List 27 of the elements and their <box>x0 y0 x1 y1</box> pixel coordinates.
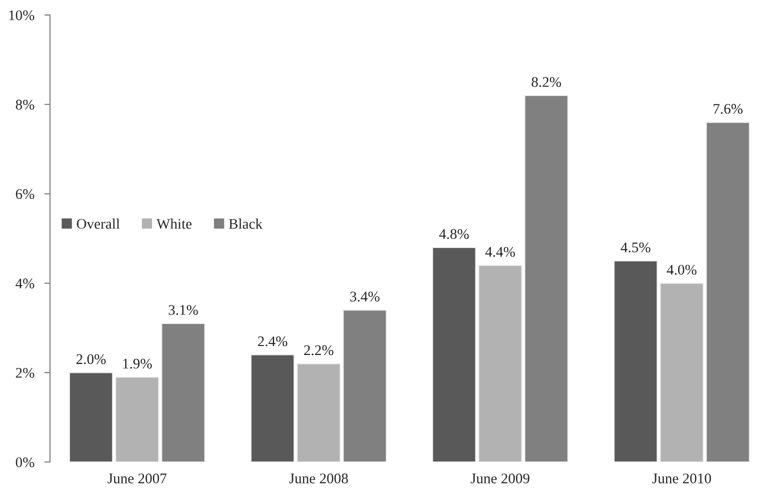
data-label: 3.1% <box>168 305 198 315</box>
data-label: 2.0% <box>76 354 106 364</box>
data-label: 8.2% <box>532 77 562 88</box>
y-tick-label: 0% <box>16 457 34 468</box>
y-tick-label: 2% <box>16 368 34 378</box>
data-label: 4.4% <box>485 246 515 257</box>
y-tick-label: 8% <box>16 100 34 110</box>
x-tick-label: June 2007 <box>108 474 166 484</box>
legend-label: White <box>156 218 192 229</box>
data-label: 1.9% <box>123 358 152 369</box>
bar <box>250 354 295 462</box>
legend-label: Overall <box>76 218 120 229</box>
data-label: 4.0% <box>666 264 696 275</box>
y-tick-label: 6% <box>16 189 34 200</box>
data-label: 3.4% <box>350 292 380 302</box>
data-label: 4.5% <box>620 242 650 252</box>
data-label: 2.4% <box>258 336 288 346</box>
data-label: 7.6% <box>714 104 743 114</box>
data-label: 2.2% <box>304 345 334 356</box>
y-tick-label: 10% <box>9 10 34 20</box>
data-label: 4.8% <box>439 229 469 239</box>
x-tick-label: June 2008 <box>289 474 348 484</box>
legend-label: Black <box>228 218 263 229</box>
x-tick-label: June 2010 <box>652 474 711 484</box>
x-tick-label: June 2009 <box>470 474 530 484</box>
y-tick-label: 4% <box>16 278 34 288</box>
bar <box>68 372 114 462</box>
